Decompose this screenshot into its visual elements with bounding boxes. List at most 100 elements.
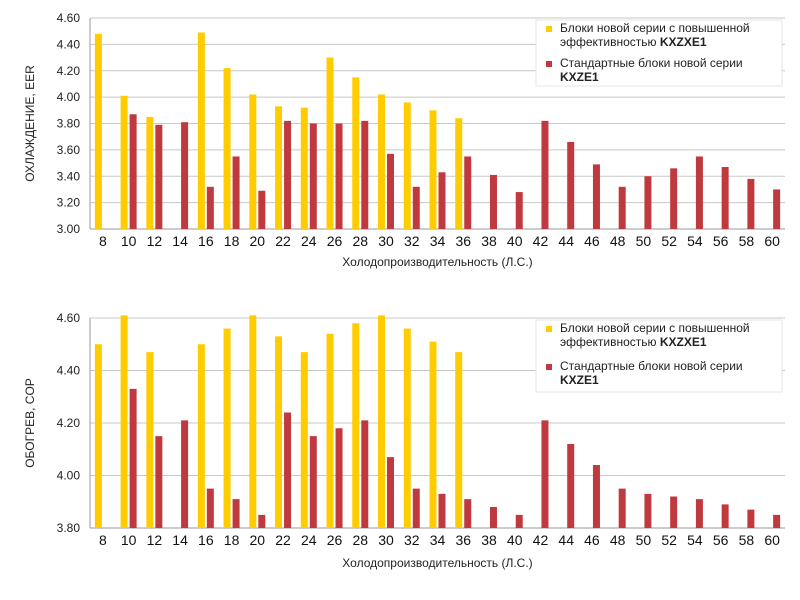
chart-2-bar-series2-14	[181, 420, 189, 528]
chart-2-x-axis-title: Холодопроизводительность (Л.С.)	[342, 556, 532, 570]
chart-1-legend-label-1-line2: эффективностью KXZXE1	[560, 35, 707, 49]
chart-1-bar-series2-56	[721, 167, 729, 229]
chart-2-x-tick-label: 44	[558, 532, 574, 548]
chart-1-bar-series2-10	[129, 114, 137, 229]
chart-2-bar-series2-32	[412, 488, 420, 528]
chart-1-x-tick-label: 10	[121, 233, 137, 249]
chart-2-bar-series1-26	[326, 333, 334, 528]
chart-1-legend: Блоки новой серии с повышеннойэффективно…	[535, 19, 783, 87]
chart-1-bar-series2-50	[644, 176, 652, 229]
chart-1-bar-series2-24	[309, 123, 317, 229]
chart-1-y-tick-label: 4.60	[57, 11, 81, 25]
chart-2-x-tick-label: 50	[636, 532, 652, 548]
chart-2-y-tick-label: 3.80	[57, 521, 81, 535]
chart-2-bar-series1-36	[455, 352, 463, 528]
chart-1-x-tick-label: 32	[404, 233, 420, 249]
chart-2-bar-series2-52	[670, 496, 678, 528]
chart-1-bar-series1-30	[378, 94, 386, 229]
chart-1-bar-series2-58	[747, 178, 755, 229]
chart-2-x-tick-label: 24	[301, 532, 317, 548]
chart-1-y-axis-title: ОХЛАЖДЕНИЕ, EER	[23, 65, 37, 182]
chart-2-bar-series2-42	[541, 420, 549, 528]
chart-1-x-tick-label: 14	[172, 233, 188, 249]
chart-2-bar-series2-18	[232, 499, 240, 528]
chart-1-bar-series2-60	[773, 189, 781, 229]
chart-1-legend-swatch-1	[546, 26, 552, 32]
chart-2-bar-series2-38	[489, 507, 497, 528]
chart-1-bar-series2-54	[695, 156, 703, 229]
chart-2-legend-box	[535, 319, 783, 393]
chart-1-bar-series2-12	[155, 124, 163, 229]
chart-2-x-tick-label: 40	[507, 532, 523, 548]
chart-1-bar-series2-18	[232, 156, 240, 229]
chart-2-bar-series2-12	[155, 436, 163, 528]
chart-1-x-tick-label: 30	[378, 233, 394, 249]
chart-2-x-tick-label: 56	[713, 532, 729, 548]
chart-1-x-tick-label: 20	[250, 233, 266, 249]
chart-2-legend-label-1-prefix: эффективностью	[560, 335, 660, 349]
chart-2-x-tick-label: 38	[481, 532, 497, 548]
chart-2-bar-series2-36	[464, 499, 472, 528]
chart-1-bar-series2-48	[618, 186, 626, 229]
chart-2-y-tick-label: 4.00	[57, 469, 81, 483]
chart-1-legend-label-1-model: KXZXE1	[660, 35, 707, 49]
chart-2-x-tick-label: 16	[198, 532, 214, 548]
chart-2-bar-series2-20	[258, 514, 266, 528]
chart-1-x-tick-label: 44	[558, 233, 574, 249]
chart-1-x-tick-label: 52	[661, 233, 677, 249]
chart-2-x-tick-label: 52	[661, 532, 677, 548]
chart-2-x-tick-label: 20	[250, 532, 266, 548]
chart-2-x-tick-label: 54	[687, 532, 703, 548]
chart-2-bar-series1-22	[275, 336, 283, 528]
chart-1-legend-label-2-model: KXZE1	[560, 70, 599, 84]
chart-1-x-tick-label: 36	[455, 233, 471, 249]
chart-2-bar-series2-30	[387, 457, 395, 528]
chart-1-bar-series1-34	[429, 110, 437, 229]
chart-1-bar-series2-36	[464, 156, 472, 229]
chart-2-bar-series1-16	[197, 344, 205, 528]
chart-1-y-tick-label: 3.20	[57, 196, 81, 210]
chart-2-bar-series1-32	[403, 328, 411, 528]
chart-2-legend: Блоки новой серии с повышеннойэффективно…	[535, 319, 783, 393]
chart-2-x-tick-label: 36	[455, 532, 471, 548]
chart-2-bar-series2-26	[335, 428, 343, 528]
chart-1-legend-swatch-2	[546, 61, 552, 67]
chart-1-x-tick-label: 48	[610, 233, 626, 249]
chart-2-legend-swatch-1	[546, 326, 552, 332]
chart-1-bar-series2-52	[670, 168, 678, 229]
chart-1-bar-series2-20	[258, 190, 266, 229]
chart-2-bar-series1-24	[300, 352, 308, 528]
chart-2-x-tick-label: 60	[764, 532, 780, 548]
chart-2-bar-series2-58	[747, 509, 755, 528]
chart-2-y-tick-label: 4.40	[57, 364, 81, 378]
chart-1-bar-series1-12	[146, 116, 154, 229]
chart-1-x-tick-label: 22	[275, 233, 291, 249]
chart-1-y-tick-label: 3.60	[57, 143, 81, 157]
chart-2-x-tick-label: 42	[533, 532, 549, 548]
chart-1-bar-series1-8	[94, 33, 102, 230]
cooling-eer-chart: 3.00 3.20 3.40 3.60 3.80 4.00 4.20 4.40 4.60 8 10 1…	[23, 11, 785, 269]
chart-2-y-tick-label: 4.20	[57, 416, 81, 430]
chart-2-bar-series1-10	[120, 315, 128, 528]
chart-2-legend-label-2-model: KXZE1	[560, 373, 599, 387]
chart-2-x-tick-label: 14	[172, 532, 188, 548]
chart-1-y-tick-label: 4.00	[57, 90, 81, 104]
chart-1-y-tick-label: 4.40	[57, 37, 81, 51]
chart-1-x-tick-label: 50	[636, 233, 652, 249]
chart-1-y-tick-label: 3.80	[57, 117, 81, 131]
chart-1-bar-series2-32	[412, 186, 420, 229]
chart-2-legend-label-1-model: KXZXE1	[660, 335, 707, 349]
chart-1-bar-series1-28	[352, 77, 360, 229]
chart-2-bar-series2-50	[644, 493, 652, 528]
chart-2-bar-series1-18	[223, 328, 231, 528]
chart-2-x-tick-label: 28	[352, 532, 368, 548]
chart-2-x-tick-label: 22	[275, 532, 291, 548]
chart-1-bar-series1-24	[300, 107, 308, 229]
chart-1-y-tick-label: 4.20	[57, 64, 81, 78]
chart-1-bar-series1-36	[455, 118, 463, 229]
chart-2-y-axis-title: ОБОГРЕВ, COP	[23, 378, 37, 468]
chart-2-bar-series2-46	[592, 465, 600, 528]
chart-1-bar-series1-22	[275, 106, 283, 229]
chart-1-bar-series2-28	[361, 120, 369, 229]
chart-1-bar-series2-30	[387, 153, 395, 229]
